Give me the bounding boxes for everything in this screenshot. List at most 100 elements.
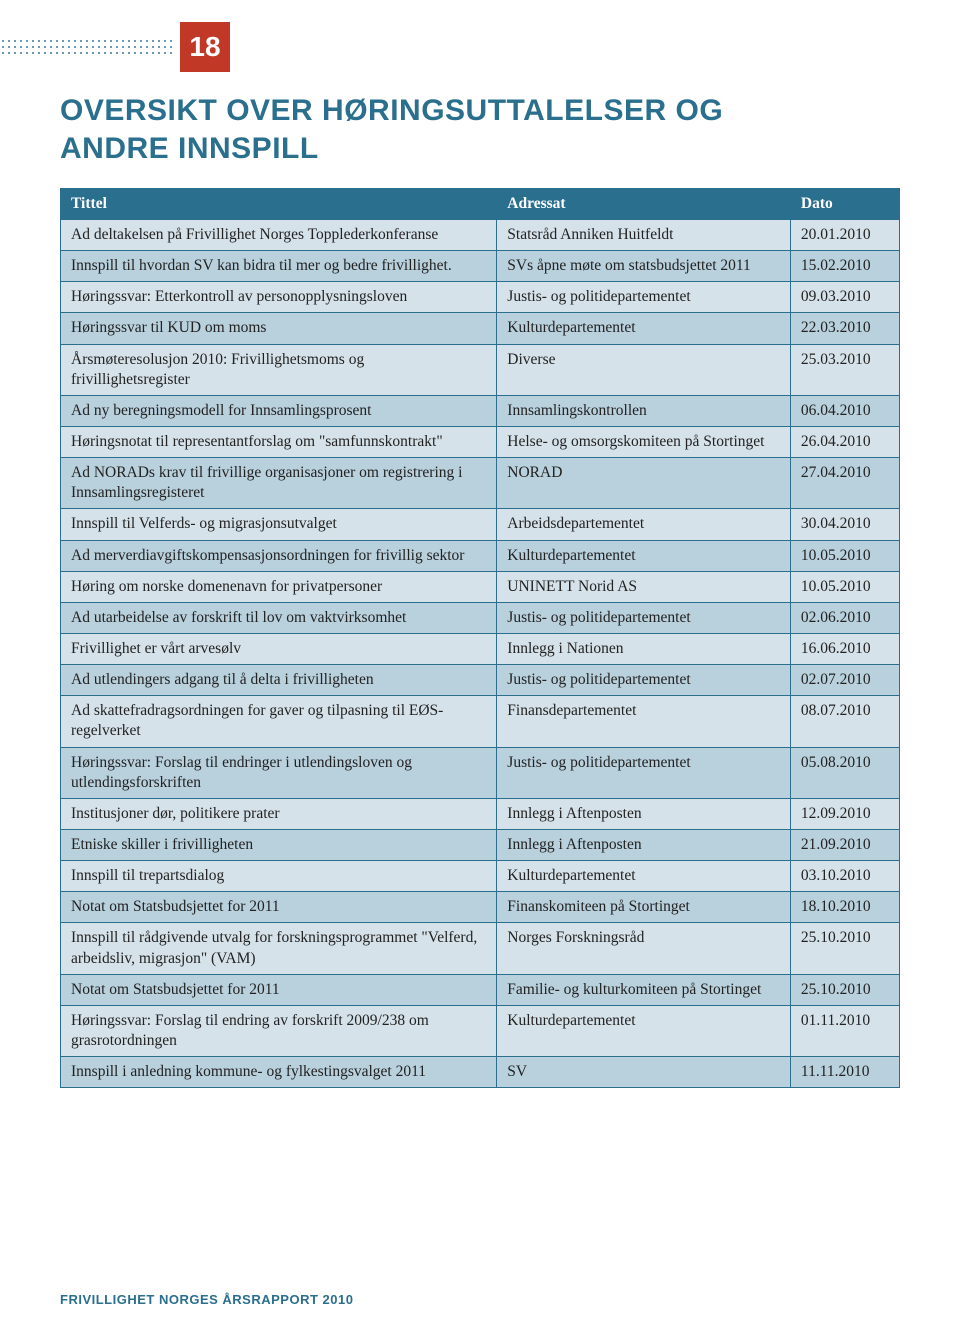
cell-tittel: Notat om Statsbudsjettet for 2011 bbox=[61, 892, 497, 923]
cell-adressat: Justis- og politidepartementet bbox=[497, 747, 791, 798]
cell-tittel: Etniske skiller i frivilligheten bbox=[61, 829, 497, 860]
cell-tittel: Ad NORADs krav til frivillige organisasj… bbox=[61, 458, 497, 509]
table-row: Ad deltakelsen på Frivillighet Norges To… bbox=[61, 220, 900, 251]
cell-adressat: Helse- og omsorgskomiteen på Stortinget bbox=[497, 426, 791, 457]
table-row: Høringssvar: Forslag til endring av fors… bbox=[61, 1005, 900, 1056]
cell-tittel: Ad merverdiavgiftskompensasjonsordningen… bbox=[61, 540, 497, 571]
page-heading: OVERSIKT OVER HØRINGSUTTALELSER OG ANDRE… bbox=[60, 92, 723, 167]
table-row: Innspill i anledning kommune- og fylkest… bbox=[61, 1057, 900, 1088]
table-row: Innspill til hvordan SV kan bidra til me… bbox=[61, 251, 900, 282]
heading-line-2: ANDRE INNSPILL bbox=[60, 132, 319, 165]
cell-adressat: Innlegg i Aftenposten bbox=[497, 798, 791, 829]
cell-adressat: NORAD bbox=[497, 458, 791, 509]
cell-tittel: Årsmøteresolusjon 2010: Frivillighetsmom… bbox=[61, 344, 497, 395]
cell-dato: 25.10.2010 bbox=[790, 923, 899, 974]
cell-adressat: Kulturdepartementet bbox=[497, 540, 791, 571]
cell-dato: 21.09.2010 bbox=[790, 829, 899, 860]
cell-tittel: Innspill til Velferds- og migrasjonsutva… bbox=[61, 509, 497, 540]
table-row: Ad merverdiavgiftskompensasjonsordningen… bbox=[61, 540, 900, 571]
col-header-dato: Dato bbox=[790, 189, 899, 220]
cell-tittel: Høringsnotat til representantforslag om … bbox=[61, 426, 497, 457]
table-row: Høringsnotat til representantforslag om … bbox=[61, 426, 900, 457]
cell-tittel: Innspill til trepartsdialog bbox=[61, 861, 497, 892]
cell-dato: 18.10.2010 bbox=[790, 892, 899, 923]
cell-tittel: Notat om Statsbudsjettet for 2011 bbox=[61, 974, 497, 1005]
cell-adressat: Finanskomiteen på Stortinget bbox=[497, 892, 791, 923]
table-row: Frivillighet er vårt arvesølvInnlegg i N… bbox=[61, 633, 900, 664]
cell-dato: 25.03.2010 bbox=[790, 344, 899, 395]
cell-dato: 09.03.2010 bbox=[790, 282, 899, 313]
table-row: Høringssvar til KUD om momsKulturdeparte… bbox=[61, 313, 900, 344]
cell-adressat: Kulturdepartementet bbox=[497, 1005, 791, 1056]
cell-tittel: Ad utarbeidelse av forskrift til lov om … bbox=[61, 602, 497, 633]
cell-dato: 20.01.2010 bbox=[790, 220, 899, 251]
table-row: Høringssvar: Etterkontroll av personoppl… bbox=[61, 282, 900, 313]
table-header-row: Tittel Adressat Dato bbox=[61, 189, 900, 220]
table-row: Ad utlendingers adgang til å delta i fri… bbox=[61, 665, 900, 696]
cell-dato: 02.06.2010 bbox=[790, 602, 899, 633]
footer-text: FRIVILLIGHET NORGES ÅRSRAPPORT 2010 bbox=[60, 1292, 353, 1307]
cell-adressat: UNINETT Norid AS bbox=[497, 571, 791, 602]
cell-adressat: Finansdepartementet bbox=[497, 696, 791, 747]
table-row: Etniske skiller i frivillighetenInnlegg … bbox=[61, 829, 900, 860]
cell-adressat: Familie- og kulturkomiteen på Stortinget bbox=[497, 974, 791, 1005]
cell-adressat: Innlegg i Aftenposten bbox=[497, 829, 791, 860]
cell-tittel: Frivillighet er vårt arvesølv bbox=[61, 633, 497, 664]
table-row: Notat om Statsbudsjettet for 2011Finansk… bbox=[61, 892, 900, 923]
table-row: Ad ny beregningsmodell for Innsamlingspr… bbox=[61, 395, 900, 426]
table-row: Årsmøteresolusjon 2010: Frivillighetsmom… bbox=[61, 344, 900, 395]
cell-tittel: Høringssvar: Forslag til endringer i utl… bbox=[61, 747, 497, 798]
table-row: Institusjoner dør, politikere praterInnl… bbox=[61, 798, 900, 829]
cell-tittel: Ad utlendingers adgang til å delta i fri… bbox=[61, 665, 497, 696]
table-row: Innspill til trepartsdialogKulturdeparte… bbox=[61, 861, 900, 892]
table-row: Ad NORADs krav til frivillige organisasj… bbox=[61, 458, 900, 509]
cell-tittel: Høring om norske domenenavn for privatpe… bbox=[61, 571, 497, 602]
cell-dato: 25.10.2010 bbox=[790, 974, 899, 1005]
table-body: Ad deltakelsen på Frivillighet Norges To… bbox=[61, 220, 900, 1088]
cell-tittel: Innspill i anledning kommune- og fylkest… bbox=[61, 1057, 497, 1088]
cell-tittel: Høringssvar: Forslag til endring av fors… bbox=[61, 1005, 497, 1056]
table-row: Høring om norske domenenavn for privatpe… bbox=[61, 571, 900, 602]
cell-dato: 05.08.2010 bbox=[790, 747, 899, 798]
heading-line-1: OVERSIKT OVER HØRINGSUTTALELSER OG bbox=[60, 94, 723, 127]
cell-adressat: Statsråd Anniken Huitfeldt bbox=[497, 220, 791, 251]
cell-tittel: Innspill til hvordan SV kan bidra til me… bbox=[61, 251, 497, 282]
table-row: Innspill til Velferds- og migrasjonsutva… bbox=[61, 509, 900, 540]
table-row: Høringssvar: Forslag til endringer i utl… bbox=[61, 747, 900, 798]
cell-adressat: Norges Forskningsråd bbox=[497, 923, 791, 974]
cell-tittel: Ad ny beregningsmodell for Innsamlingspr… bbox=[61, 395, 497, 426]
cell-adressat: Justis- og politidepartementet bbox=[497, 282, 791, 313]
cell-adressat: SV bbox=[497, 1057, 791, 1088]
cell-adressat: Justis- og politidepartementet bbox=[497, 602, 791, 633]
cell-adressat: Justis- og politidepartementet bbox=[497, 665, 791, 696]
page-number: 18 bbox=[189, 31, 220, 63]
cell-dato: 30.04.2010 bbox=[790, 509, 899, 540]
cell-adressat: Innlegg i Nationen bbox=[497, 633, 791, 664]
cell-dato: 02.07.2010 bbox=[790, 665, 899, 696]
cell-adressat: Innsamlingskontrollen bbox=[497, 395, 791, 426]
cell-dato: 12.09.2010 bbox=[790, 798, 899, 829]
cell-dato: 11.11.2010 bbox=[790, 1057, 899, 1088]
submissions-table: Tittel Adressat Dato Ad deltakelsen på F… bbox=[60, 188, 900, 1088]
cell-tittel: Høringssvar: Etterkontroll av personoppl… bbox=[61, 282, 497, 313]
cell-tittel: Ad deltakelsen på Frivillighet Norges To… bbox=[61, 220, 497, 251]
cell-dato: 03.10.2010 bbox=[790, 861, 899, 892]
table-row: Notat om Statsbudsjettet for 2011Familie… bbox=[61, 974, 900, 1005]
cell-dato: 01.11.2010 bbox=[790, 1005, 899, 1056]
submissions-table-wrapper: Tittel Adressat Dato Ad deltakelsen på F… bbox=[60, 188, 900, 1088]
cell-tittel: Høringssvar til KUD om moms bbox=[61, 313, 497, 344]
cell-tittel: Innspill til rådgivende utvalg for forsk… bbox=[61, 923, 497, 974]
cell-adressat: SVs åpne møte om statsbudsjettet 2011 bbox=[497, 251, 791, 282]
cell-adressat: Arbeidsdepartementet bbox=[497, 509, 791, 540]
cell-dato: 10.05.2010 bbox=[790, 540, 899, 571]
cell-dato: 15.02.2010 bbox=[790, 251, 899, 282]
dotted-strip-decoration bbox=[0, 38, 175, 56]
cell-dato: 27.04.2010 bbox=[790, 458, 899, 509]
cell-adressat: Kulturdepartementet bbox=[497, 313, 791, 344]
table-row: Ad utarbeidelse av forskrift til lov om … bbox=[61, 602, 900, 633]
cell-dato: 10.05.2010 bbox=[790, 571, 899, 602]
cell-adressat: Kulturdepartementet bbox=[497, 861, 791, 892]
cell-adressat: Diverse bbox=[497, 344, 791, 395]
page-number-badge: 18 bbox=[180, 22, 230, 72]
col-header-adressat: Adressat bbox=[497, 189, 791, 220]
